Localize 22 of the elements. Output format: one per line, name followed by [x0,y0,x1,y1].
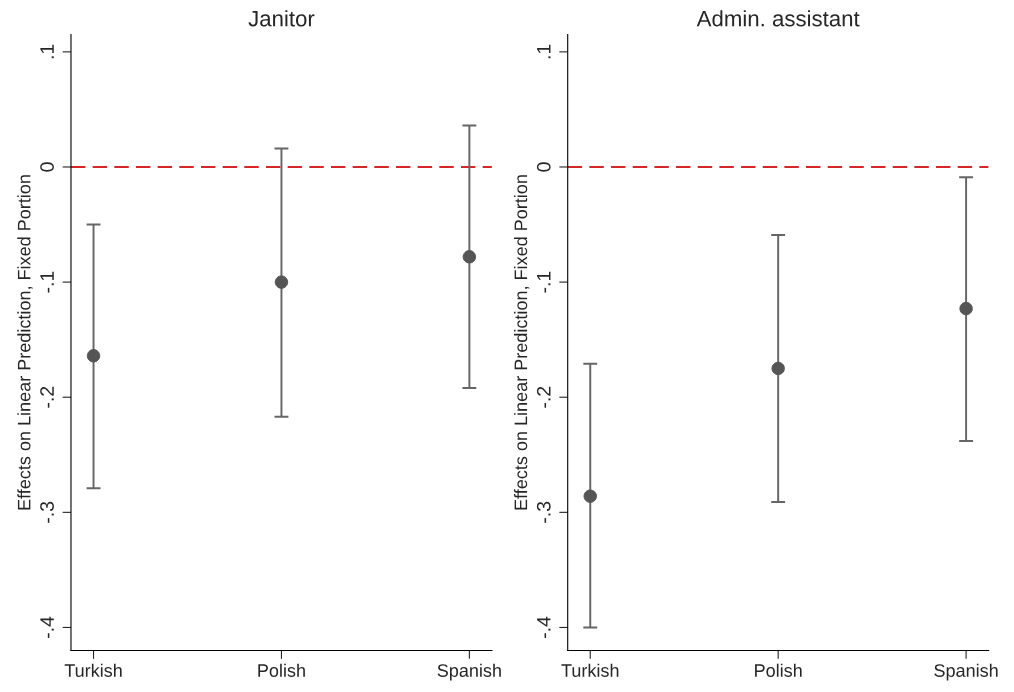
x-tick-label: Spanish [934,663,998,681]
y-tick-label: .1 [40,44,54,59]
y-tick-label: 0 [40,162,54,172]
y-tick-label: -.2 [40,386,54,408]
y-axis-title: Effects on Linear Prediction, Fixed Portion [513,175,530,510]
x-tick-label: Polish [258,663,305,677]
y-tick-label: .1 [537,44,551,59]
y-axis-title: Effects on Linear Prediction, Fixed Portion [17,175,33,510]
y-tick-label: -.3 [536,501,551,523]
y-tick-label: -.1 [40,271,54,293]
y-tick-label: 0 [536,162,551,172]
chart-title: Admin. assistant [696,10,860,27]
x-tick-label: Polish [755,663,802,677]
x-tick-label: Turkish [561,663,619,677]
y-tick-label: -.4 [40,616,54,638]
y-tick-label: -.3 [40,501,54,523]
y-tick-label: -.2 [536,386,551,408]
x-tick-label: Turkish [64,663,122,677]
chart-title: Janitor [248,10,315,27]
y-tick-label: -.1 [537,271,551,293]
x-tick-label: Spanish [437,663,501,681]
y-tick-label: -.4 [537,616,551,638]
